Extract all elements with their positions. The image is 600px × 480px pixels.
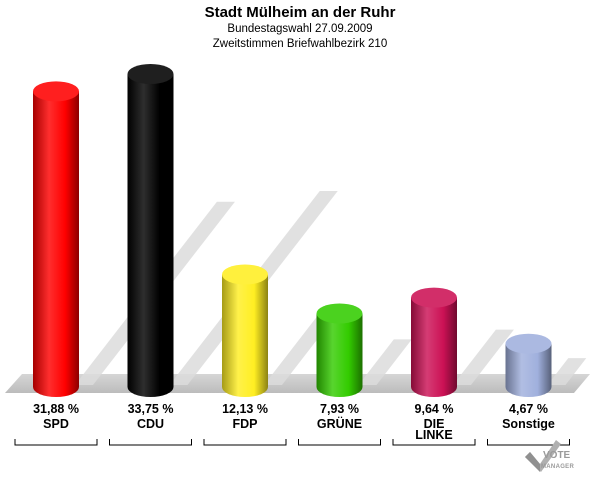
value-label-spd: 31,88 % <box>33 402 79 416</box>
category-bracket-spd <box>14 439 98 446</box>
category-bracket-cdu <box>109 439 192 446</box>
category-bracket-die-linke <box>392 439 476 446</box>
value-labels: 31,88 % 33,75 % 12,13 % 7,93 % 9,64 % 4,67 % <box>33 402 548 416</box>
value-label-fdp: 12,13 % <box>222 402 268 416</box>
value-label-cdu: 33,75 % <box>128 402 174 416</box>
category-bracket-gruene <box>298 439 381 446</box>
bar-spd <box>33 81 79 397</box>
bar-cdu <box>127 64 174 397</box>
value-label-sonstige: 4,67 % <box>509 402 548 416</box>
bar-gruene <box>316 303 363 397</box>
chart-subtitle-district: Zweitstimmen Briefwahlbezirk 210 <box>212 38 388 50</box>
category-label-die-linke-line2: LINKE <box>415 428 453 442</box>
checkmark-icon <box>525 440 561 472</box>
category-label-fdp: FDP <box>233 417 258 431</box>
vote-manager-logo: VOTE MANAGER <box>525 440 574 472</box>
bar-shadow-sonstige <box>547 358 587 385</box>
category-label-spd: SPD <box>43 417 69 431</box>
chart-title: Stadt Mülheim an der Ruhr <box>204 4 396 21</box>
category-label-sonstige: Sonstige <box>502 417 555 431</box>
bars <box>33 64 552 397</box>
logo-word-vote: VOTE <box>543 450 571 461</box>
bar-fdp <box>222 264 268 397</box>
value-label-die-linke: 9,64 % <box>415 402 454 416</box>
value-label-gruene: 7,93 % <box>320 402 359 416</box>
category-label-cdu: CDU <box>137 417 164 431</box>
category-label-gruene: GRÜNE <box>317 416 362 431</box>
logo-word-manager: MANAGER <box>541 464 574 470</box>
bar-shadow-die-linke <box>453 329 514 385</box>
bar-sonstige <box>505 333 552 397</box>
category-bracket-sonstige <box>487 439 570 446</box>
category-label-die-linke-line1: DIE <box>424 417 445 431</box>
chart-subtitle-election: Bundestagswahl 27.09.2009 <box>227 23 373 35</box>
bar-shadow-gruene <box>358 339 412 385</box>
chart-header: Stadt Mülheim an der Ruhr Bundestagswahl… <box>0 4 600 52</box>
category-bracket-fdp <box>203 439 287 446</box>
bar-die-linke <box>411 287 457 397</box>
